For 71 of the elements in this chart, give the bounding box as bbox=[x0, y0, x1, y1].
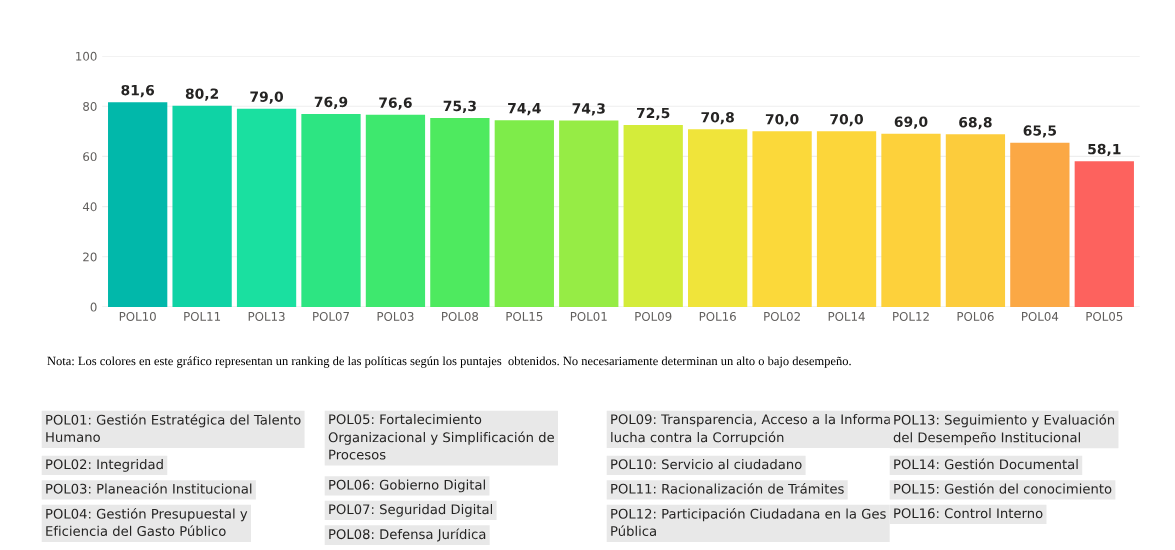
text: POL13: Seguimiento y Evaluación del Desempeño Institucional bbox=[893, 414, 1115, 445]
data-label: 74,3 bbox=[572, 103, 605, 116]
bar bbox=[108, 102, 168, 307]
x-tick-label: POL15 bbox=[506, 311, 543, 321]
x-tick-label: POL03 bbox=[377, 311, 414, 321]
data-label: 65,5 bbox=[1023, 125, 1057, 138]
bar bbox=[752, 131, 812, 307]
bar bbox=[1010, 142, 1070, 307]
text: POL07: Seguridad Digital bbox=[329, 504, 493, 517]
bar bbox=[494, 120, 554, 307]
data-label: 70,8 bbox=[701, 111, 734, 125]
x-tick-label: POL10 bbox=[119, 311, 156, 321]
data-label: 75,3 bbox=[443, 100, 476, 113]
text: POL08: Defensa Jurídica bbox=[329, 528, 486, 542]
data-label: 74,4 bbox=[508, 103, 541, 116]
bar bbox=[430, 118, 490, 307]
x-tick-label: POL02 bbox=[764, 311, 800, 321]
bar bbox=[1074, 161, 1134, 307]
bar bbox=[559, 120, 619, 307]
text: POL04: Gestión Presupuestal y Eficiencia del Gasto Público bbox=[46, 508, 248, 537]
bar bbox=[172, 105, 232, 307]
bar bbox=[236, 108, 297, 307]
x-tick-label: POL09 bbox=[635, 311, 672, 321]
data-label: 79,0 bbox=[250, 91, 284, 104]
y-tick-label: 80 bbox=[83, 101, 97, 111]
text: Nota: Los colores en este gráfico representan un ranking de las políticas según los puntajes obtenidos. No necesariamente determinan un alto o bajo desempeño. bbox=[47, 356, 851, 368]
bar bbox=[945, 134, 1006, 307]
data-label: 70,0 bbox=[830, 113, 864, 127]
x-tick-label: POL14 bbox=[828, 311, 865, 321]
text: POL01: Gestión Estratégica del Talento Humano bbox=[46, 414, 301, 443]
x-tick-label: POL07 bbox=[313, 311, 349, 321]
y-tick-label: 0 bbox=[90, 302, 97, 312]
text: POL03: Planeación Institucional bbox=[46, 482, 252, 494]
y-tick-label: 40 bbox=[82, 202, 97, 212]
x-tick-label: POL06 bbox=[957, 311, 994, 321]
bar bbox=[623, 125, 683, 307]
data-label: 76,9 bbox=[314, 96, 348, 109]
text: POL15: Gestión del conocimiento bbox=[894, 482, 1112, 494]
bar bbox=[688, 129, 748, 307]
x-tick-label: POL05 bbox=[1086, 311, 1123, 321]
bar bbox=[365, 114, 426, 307]
data-label: 80,2 bbox=[185, 88, 219, 101]
bar bbox=[816, 131, 877, 307]
y-tick-label: 100 bbox=[76, 51, 97, 61]
bar bbox=[881, 133, 941, 307]
data-label: 72,5 bbox=[637, 107, 670, 120]
text: POL06: Gobierno Digital bbox=[329, 479, 485, 493]
y-tick-label: 60 bbox=[83, 152, 97, 162]
data-label: 70,0 bbox=[765, 113, 799, 127]
x-tick-label: POL08 bbox=[442, 311, 479, 321]
text: POL11: Racionalización de Trámites bbox=[611, 482, 844, 494]
text: POL14: Gestión Documental bbox=[894, 458, 1078, 470]
y-tick-label: 20 bbox=[83, 252, 97, 262]
data-label: 68,8 bbox=[959, 116, 992, 130]
text: POL12: Participación Ciudadana en la Ges Pública bbox=[611, 508, 886, 537]
text: POL05: Fortalecimiento Organizacional y Simplificación de Procesos bbox=[328, 414, 554, 460]
x-tick-label: POL12 bbox=[893, 311, 929, 321]
data-label: 69,0 bbox=[894, 116, 928, 129]
x-tick-label: POL01 bbox=[570, 311, 607, 321]
x-tick-label: POL04 bbox=[1022, 311, 1059, 321]
data-label: 58,1 bbox=[1088, 143, 1121, 157]
x-tick-label: POL11 bbox=[184, 311, 221, 321]
text: POL09: Transparencia, Acceso a la Informa lucha contra la Corrupción bbox=[611, 414, 891, 445]
x-tick-label: POL13 bbox=[248, 311, 285, 321]
bar bbox=[301, 114, 361, 307]
data-label: 76,6 bbox=[379, 97, 412, 110]
x-tick-label: POL16 bbox=[699, 311, 736, 321]
data-label: 81,6 bbox=[121, 84, 155, 98]
text: POL10: Servicio al ciudadano bbox=[611, 459, 802, 470]
text: POL02: Integridad bbox=[46, 459, 163, 472]
text: POL16: Control Interno bbox=[894, 508, 1043, 519]
